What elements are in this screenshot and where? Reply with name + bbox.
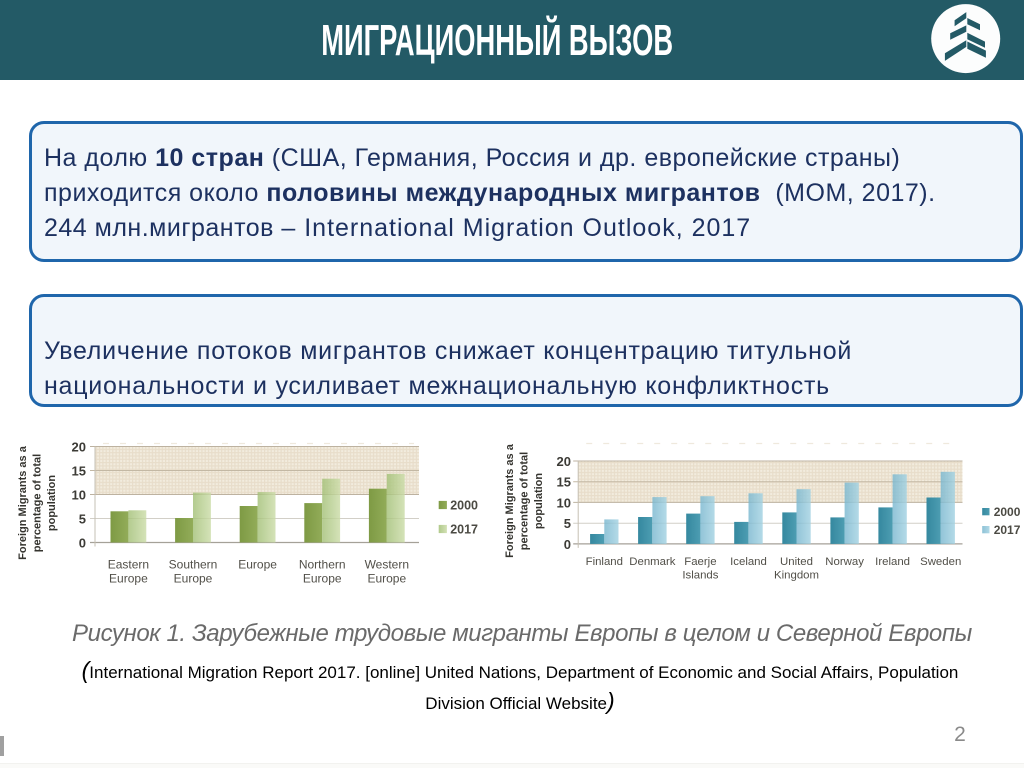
svg-text:2000: 2000: [994, 505, 1021, 519]
svg-text:15: 15: [72, 464, 86, 479]
svg-text:Southern: Southern: [169, 558, 218, 572]
svg-text:Europe: Europe: [238, 558, 277, 572]
svg-text:Foreign Migrants as a: Foreign Migrants as a: [17, 445, 29, 560]
svg-text:Ireland: Ireland: [875, 556, 910, 568]
svg-text:2017: 2017: [994, 523, 1021, 537]
svg-text:Europe: Europe: [367, 572, 406, 586]
svg-text:20: 20: [557, 454, 571, 469]
svg-text:0: 0: [79, 536, 86, 551]
svg-text:percentage of total: percentage of total: [32, 454, 44, 552]
svg-text:Foreign Migrants as a: Foreign Migrants as a: [504, 443, 516, 558]
svg-text:10: 10: [557, 495, 571, 510]
svg-text:Norway: Norway: [825, 556, 864, 568]
svg-text:Sweden: Sweden: [920, 556, 961, 568]
svg-text:Faerje: Faerje: [684, 556, 716, 568]
svg-text:United: United: [780, 556, 813, 568]
svg-text:5: 5: [79, 512, 86, 527]
svg-text:population: population: [533, 473, 545, 529]
svg-text:Eastern: Eastern: [108, 558, 149, 572]
svg-text:Iceland: Iceland: [730, 556, 767, 568]
svg-text:2000: 2000: [450, 499, 478, 513]
svg-text:Denmark: Denmark: [629, 556, 676, 568]
svg-text:population: population: [46, 475, 58, 531]
svg-text:15: 15: [557, 475, 571, 490]
svg-text:Europe: Europe: [109, 572, 148, 586]
svg-text:0: 0: [564, 537, 571, 552]
svg-text:5: 5: [564, 516, 571, 531]
svg-text:Kingdom: Kingdom: [774, 570, 819, 582]
svg-text:Northern: Northern: [299, 558, 346, 572]
svg-text:Europe: Europe: [174, 572, 213, 586]
svg-text:2017: 2017: [450, 523, 478, 537]
svg-text:Finland: Finland: [586, 556, 623, 568]
svg-text:Western: Western: [365, 558, 409, 572]
svg-text:Europe: Europe: [303, 572, 342, 586]
svg-text:20: 20: [72, 440, 86, 455]
svg-text:Islands: Islands: [682, 570, 718, 582]
svg-text:10: 10: [72, 488, 86, 503]
svg-text:percentage of total: percentage of total: [519, 452, 531, 550]
